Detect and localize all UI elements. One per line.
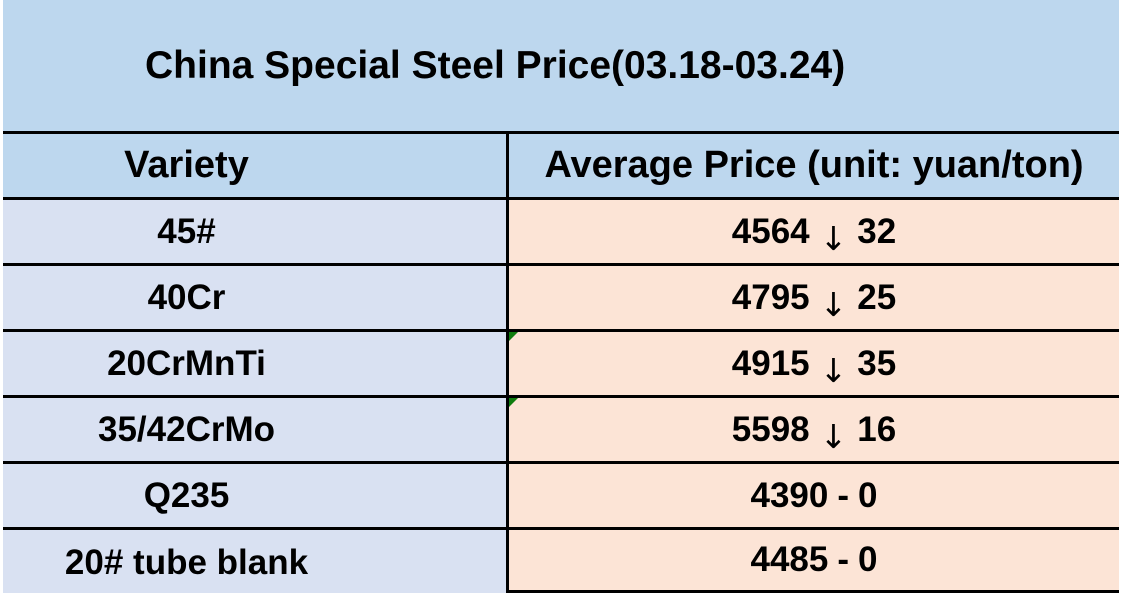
price-cell: 4564 ↓ 32 [509, 200, 1119, 266]
change-direction-icon: ↓ [819, 351, 848, 390]
change-direction-icon: - [837, 540, 850, 579]
variety-cell: 40Cr [3, 266, 509, 332]
change-value: 0 [858, 540, 878, 579]
price-value: 4564 [731, 211, 810, 251]
variety-cell: 45# [3, 200, 509, 266]
table-row: 35/42CrMo 5598 ↓ 16 [3, 398, 1119, 464]
table-row: 20CrMnTi 4915 ↓ 35 [3, 332, 1119, 398]
column-header-average-price: Average Price (unit: yuan/ton) [509, 134, 1119, 200]
variety-cell: 20CrMnTi [3, 332, 509, 398]
price-value: 4390 [750, 475, 829, 515]
variety-label: 20# tube blank [64, 543, 309, 582]
price-value: 4485 [750, 540, 829, 579]
variety-cell: 20# tube blank [3, 530, 509, 593]
change-value: 16 [857, 409, 897, 449]
cell-corner-flag-icon [509, 332, 518, 341]
price-value: 5598 [731, 409, 810, 449]
change-value: 25 [857, 277, 897, 317]
table-row: Q235 4390 - 0 [3, 464, 1119, 530]
price-cell: 4485 - 0 [509, 530, 1119, 593]
change-value: 35 [857, 343, 897, 383]
column-header-variety: Variety [3, 134, 509, 200]
column-header-variety-label: Variety [124, 144, 249, 186]
variety-label: 20CrMnTi [107, 343, 266, 383]
price-cell: 4390 - 0 [509, 464, 1119, 530]
variety-cell: 35/42CrMo [3, 398, 509, 464]
change-value: 32 [857, 211, 897, 251]
table-row: 20# tube blank 4485 - 0 [3, 530, 1119, 593]
change-direction-icon: ↓ [819, 285, 848, 324]
variety-label: 40Cr [147, 277, 226, 317]
table-title-band: China Special Steel Price(03.18-03.24) [3, 0, 1119, 134]
price-value: 4795 [731, 277, 810, 317]
cell-corner-flag-icon [509, 398, 518, 407]
change-direction-icon: ↓ [819, 417, 848, 456]
table-row: 40Cr 4795 ↓ 25 [3, 266, 1119, 332]
change-direction-icon: - [837, 475, 850, 515]
variety-label: 35/42CrMo [97, 409, 276, 449]
variety-label: 45# [157, 211, 216, 251]
price-cell: 4795 ↓ 25 [509, 266, 1119, 332]
price-value: 4915 [731, 343, 810, 383]
table-title: China Special Steel Price(03.18-03.24) [145, 43, 846, 87]
table-row: 45# 4564 ↓ 32 [3, 200, 1119, 266]
variety-label: Q235 [143, 475, 230, 515]
change-direction-icon: ↓ [819, 219, 848, 258]
price-cell: 5598 ↓ 16 [509, 398, 1119, 464]
table-header-row: Variety Average Price (unit: yuan/ton) [3, 134, 1119, 200]
column-header-average-price-label: Average Price (unit: yuan/ton) [544, 144, 1084, 186]
change-value: 0 [858, 475, 878, 515]
price-table: China Special Steel Price(03.18-03.24) V… [3, 0, 1119, 593]
variety-cell: Q235 [3, 464, 509, 530]
price-cell: 4915 ↓ 35 [509, 332, 1119, 398]
